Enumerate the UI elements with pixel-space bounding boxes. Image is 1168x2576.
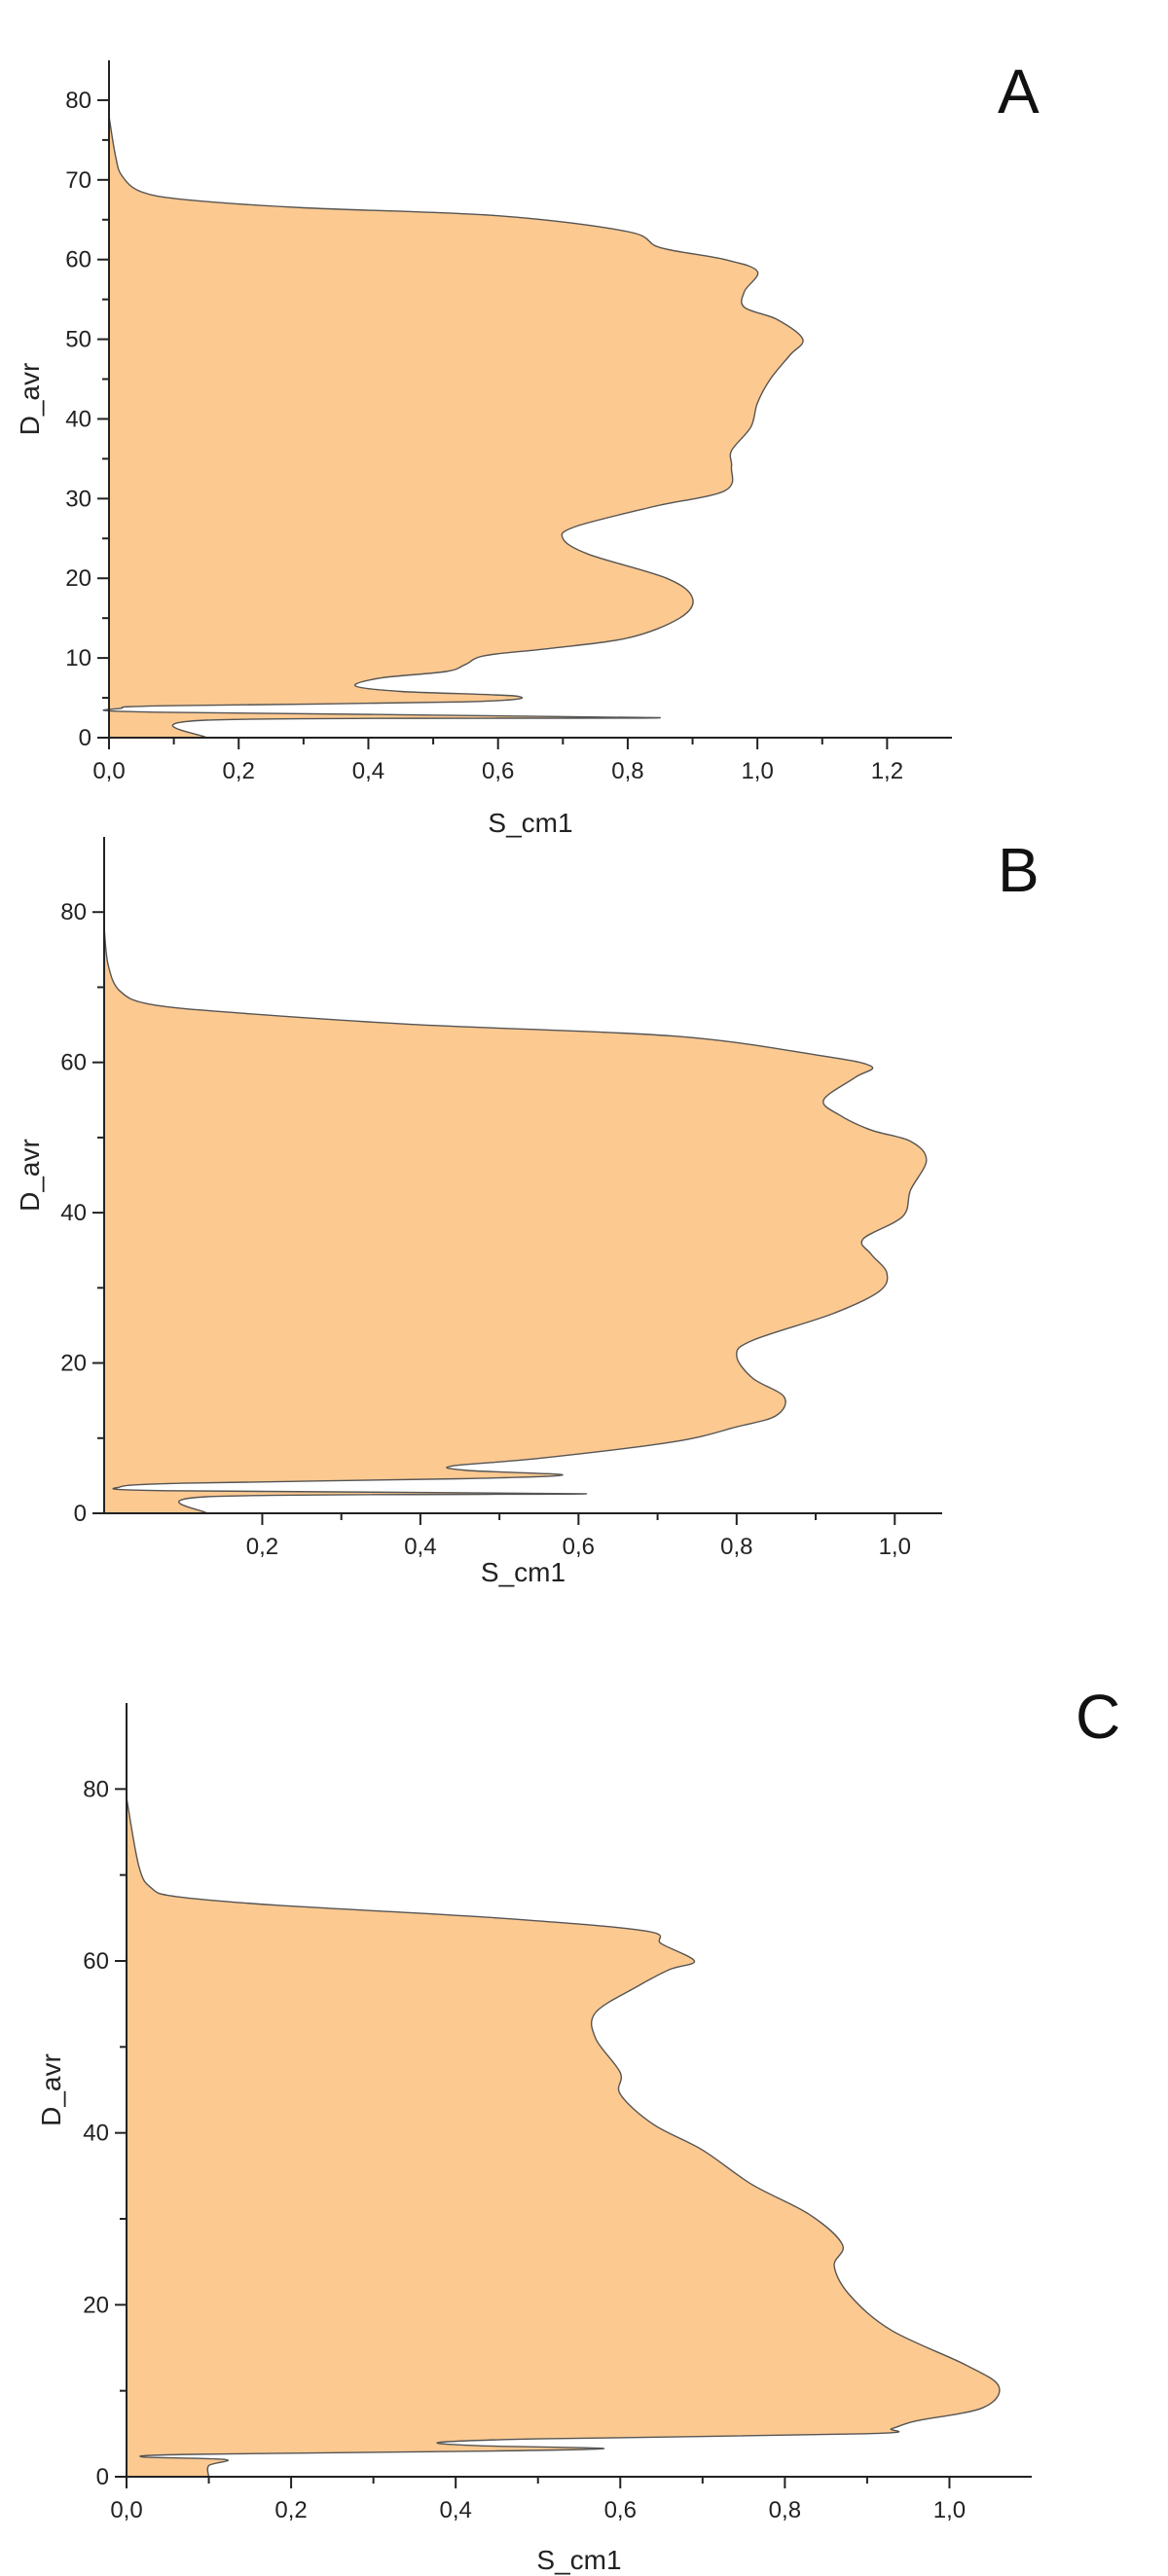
chart-panel-b: 0,2 0,4 0,6 0,8 1,0 0 20 40 60 80 S_cm1 D_avr B <box>0 835 1168 1674</box>
x-tick-label: 0,0 <box>92 758 125 784</box>
chart-panel-a: 0,0 0,2 0,4 0,6 0,8 1,0 1,2 0 10 20 30 40 50 60 70 80 S_… <box>0 0 1168 838</box>
panel-label-a: A <box>998 56 1040 127</box>
x-tick-label: 0,2 <box>223 758 255 784</box>
y-tick-label: 20 <box>65 565 91 592</box>
y-tick-label: 60 <box>83 1948 109 1975</box>
x-tick-label: 0,4 <box>404 1534 436 1560</box>
y-tick-label: 0 <box>96 2464 109 2490</box>
y-tick-label: 20 <box>60 1351 87 1377</box>
x-tick-label: 0,6 <box>604 2497 637 2523</box>
panel-label-c: C <box>1076 1682 1120 1752</box>
y-tick-label: 40 <box>65 406 91 432</box>
x-axis-title: S_cm1 <box>536 2545 621 2575</box>
y-tick-label: 80 <box>65 88 91 114</box>
y-tick-label: 20 <box>83 2292 109 2318</box>
x-tick-label: 1,2 <box>871 758 903 784</box>
y-tick-label: 40 <box>83 2121 109 2147</box>
y-tick-label: 70 <box>65 167 91 194</box>
area-series-a <box>102 116 804 739</box>
x-tick-label: 0,8 <box>611 758 643 784</box>
panel-label-b: B <box>998 835 1040 905</box>
area-series-c <box>126 1797 1001 2478</box>
x-tick-label: 1,0 <box>933 2497 966 2523</box>
x-tick-label: 0,4 <box>439 2497 471 2523</box>
x-tick-label: 0,4 <box>352 758 384 784</box>
x-tick-label: 0,2 <box>274 2497 307 2523</box>
x-tick-label: 0,8 <box>769 2497 801 2523</box>
y-axis-title: D_avr <box>15 363 45 436</box>
y-tick-label: 60 <box>60 1050 87 1076</box>
chart-b-svg: 0,2 0,4 0,6 0,8 1,0 0 20 40 60 80 S_cm1 D_avr B <box>15 835 1040 1587</box>
chart-a-svg: 0,0 0,2 0,4 0,6 0,8 1,0 1,2 0 10 20 30 40 50 60 70 80 S_… <box>15 56 1040 838</box>
chart-panel-c: 0,0 0,2 0,4 0,6 0,8 1,0 0 20 40 60 80 S_cm1 D_avr C <box>0 1596 1168 2576</box>
y-tick-label: 80 <box>60 899 87 925</box>
y-axis-title: D_avr <box>36 2053 66 2126</box>
y-tick-label: 60 <box>65 247 91 273</box>
y-tick-label: 10 <box>65 645 91 671</box>
y-tick-label: 40 <box>60 1200 87 1226</box>
x-tick-label: 0,6 <box>563 1534 595 1560</box>
y-axis-title: D_avr <box>15 1139 45 1212</box>
x-tick-label: 0,0 <box>110 2497 142 2523</box>
x-tick-label: 0,2 <box>246 1534 278 1560</box>
y-tick-label: 0 <box>74 1501 87 1527</box>
x-axis-title: S_cm1 <box>481 1557 566 1587</box>
x-tick-label: 1,0 <box>879 1534 911 1560</box>
y-tick-label: 30 <box>65 486 91 512</box>
y-tick-label: 50 <box>65 327 91 353</box>
area-series-b <box>103 926 928 1514</box>
y-tick-label: 80 <box>83 1776 109 1802</box>
chart-c-svg: 0,0 0,2 0,4 0,6 0,8 1,0 0 20 40 60 80 S_cm1 D_avr C <box>36 1682 1120 2575</box>
y-tick-label: 0 <box>79 725 91 751</box>
x-tick-label: 1,0 <box>741 758 773 784</box>
x-tick-label: 0,8 <box>720 1534 752 1560</box>
x-axis-title: S_cm1 <box>488 808 572 838</box>
x-tick-label: 0,6 <box>482 758 514 784</box>
